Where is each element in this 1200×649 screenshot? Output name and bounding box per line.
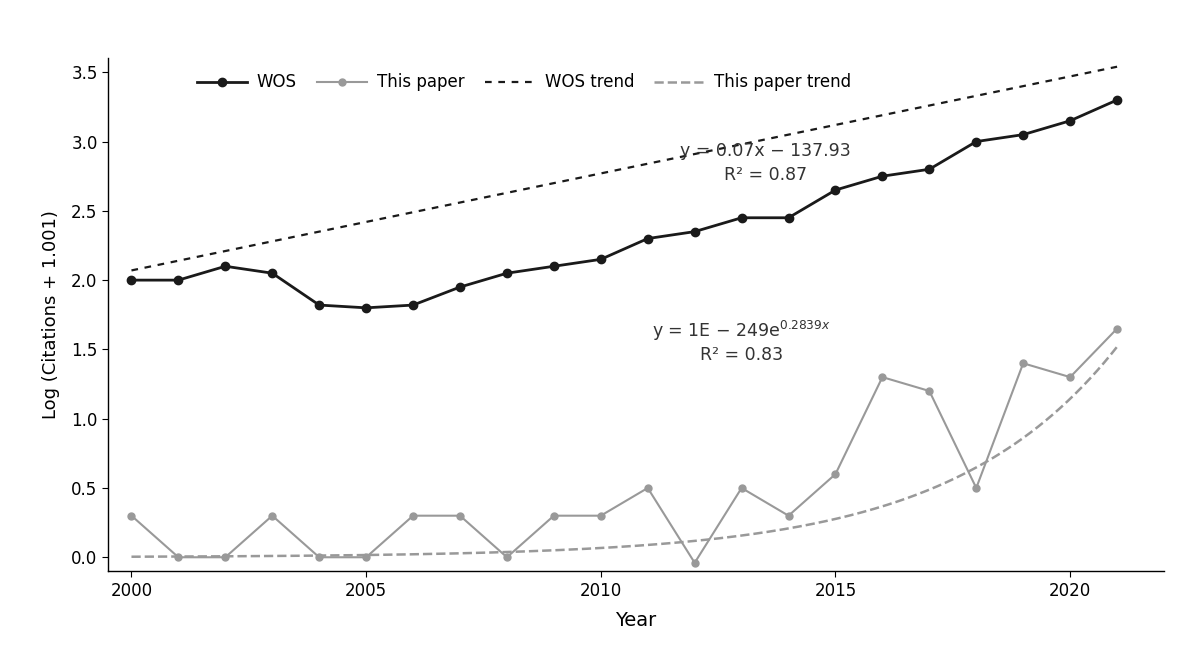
This paper trend — [242, 552, 257, 560]
WOS trend — [125, 267, 139, 275]
WOS — [218, 262, 233, 270]
This paper — [688, 559, 702, 567]
WOS trend — [841, 119, 856, 127]
WOS — [734, 214, 749, 222]
WOS — [406, 301, 420, 309]
This paper — [922, 387, 936, 395]
This paper — [734, 484, 749, 492]
WOS — [172, 276, 186, 284]
This paper — [359, 554, 373, 561]
WOS — [1063, 117, 1078, 125]
This paper — [547, 512, 562, 520]
WOS trend — [744, 138, 758, 146]
Text: y = 1E $-$ 249e$^{0.2839x}$: y = 1E $-$ 249e$^{0.2839x}$ — [653, 319, 830, 343]
This paper — [499, 554, 514, 561]
WOS — [641, 235, 655, 243]
This paper — [265, 512, 280, 520]
This paper — [828, 471, 842, 478]
This paper — [970, 484, 984, 492]
This paper trend — [445, 550, 460, 557]
This paper trend — [515, 548, 529, 556]
Line: WOS trend: WOS trend — [132, 67, 1117, 271]
This paper — [172, 554, 186, 561]
This paper — [1110, 324, 1124, 332]
WOS — [922, 165, 936, 173]
WOS — [499, 269, 514, 277]
WOS — [265, 269, 280, 277]
WOS — [828, 186, 842, 194]
Line: WOS: WOS — [127, 96, 1121, 312]
WOS — [1016, 130, 1031, 138]
Text: R² = 0.87: R² = 0.87 — [724, 165, 806, 184]
WOS trend — [835, 119, 850, 127]
Line: This paper trend: This paper trend — [132, 347, 1117, 557]
This paper — [218, 554, 233, 561]
WOS — [452, 283, 467, 291]
This paper — [594, 512, 608, 520]
Text: y = 0.07x − 137.93: y = 0.07x − 137.93 — [679, 142, 851, 160]
WOS — [875, 172, 889, 180]
This paper — [781, 512, 796, 520]
This paper — [1016, 360, 1031, 367]
WOS — [781, 214, 796, 222]
This paper — [641, 484, 655, 492]
This paper — [1063, 373, 1078, 381]
This paper trend — [125, 553, 139, 561]
WOS trend — [1110, 63, 1124, 71]
This paper trend — [744, 530, 758, 538]
WOS — [359, 304, 373, 312]
WOS trend — [242, 242, 257, 250]
WOS trend — [445, 200, 460, 208]
This paper — [406, 512, 420, 520]
Y-axis label: Log (Citations + 1.001): Log (Citations + 1.001) — [42, 210, 60, 419]
WOS trend — [515, 186, 529, 193]
WOS — [594, 256, 608, 263]
WOS — [688, 228, 702, 236]
This paper trend — [1110, 343, 1124, 350]
This paper trend — [841, 512, 856, 520]
Line: This paper: This paper — [128, 325, 1121, 567]
X-axis label: Year: Year — [616, 611, 656, 630]
Text: R² = 0.83: R² = 0.83 — [700, 346, 784, 364]
WOS — [547, 262, 562, 270]
WOS — [970, 138, 984, 145]
This paper — [312, 554, 326, 561]
WOS — [1110, 96, 1124, 104]
This paper — [875, 373, 889, 381]
WOS — [312, 301, 326, 309]
This paper — [452, 512, 467, 520]
WOS — [125, 276, 139, 284]
This paper trend — [835, 513, 850, 521]
This paper — [125, 512, 139, 520]
Legend: WOS, This paper, WOS trend, This paper trend: WOS, This paper, WOS trend, This paper t… — [191, 67, 858, 98]
